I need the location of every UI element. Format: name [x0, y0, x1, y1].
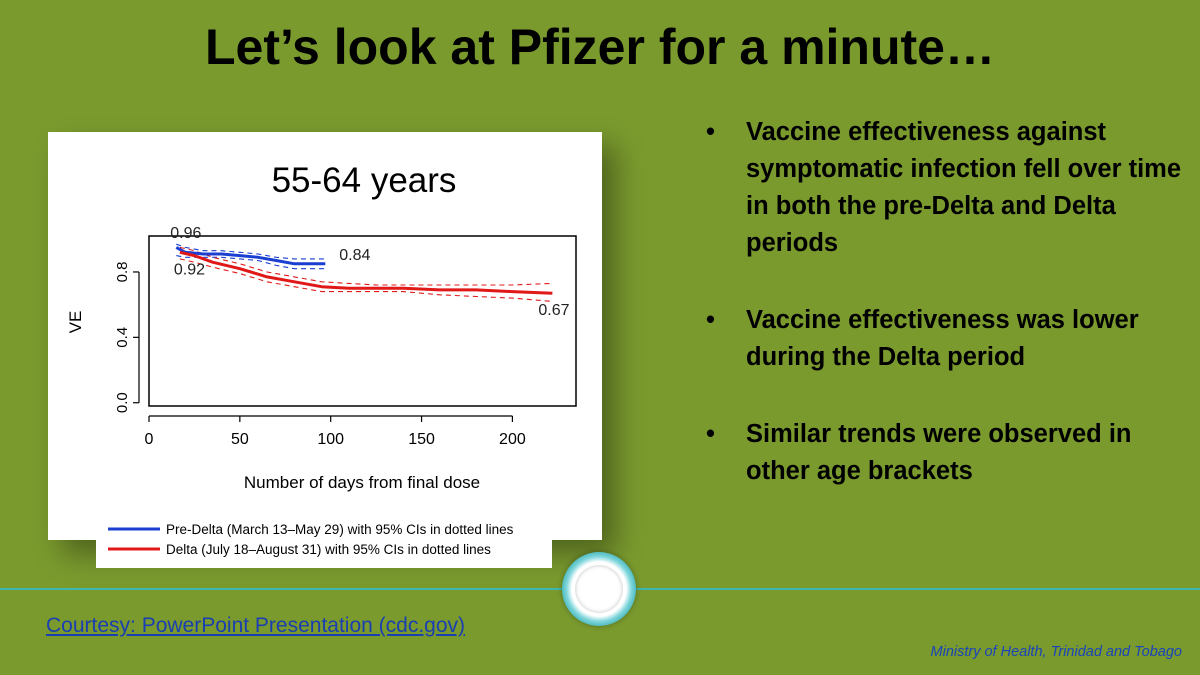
pre-delta-series-line: [175, 246, 326, 266]
bullet-list: Vaccine effectiveness against symptomati…: [706, 114, 1186, 530]
x-axis: 0 50 100 150 200: [145, 415, 526, 448]
y-tick-label: 0.0: [114, 392, 131, 413]
legend-label-pre-delta: Pre-Delta (March 13–May 29) with 95% CIs…: [166, 522, 514, 537]
y-axis: 0.0 0.4 0.8: [114, 262, 140, 413]
bullet-item-3: Similar trends were observed in other ag…: [706, 416, 1186, 490]
plot-frame: [148, 235, 577, 407]
legend-label-delta: Delta (July 18–August 31) with 95% CIs i…: [166, 542, 491, 557]
series-lines: [175, 246, 553, 295]
decorative-ring-center: [575, 565, 623, 613]
y-tick-label: 0.8: [114, 262, 131, 283]
courtesy-link[interactable]: Courtesy: PowerPoint Presentation (cdc.g…: [46, 614, 466, 637]
delta-series-line: [179, 250, 553, 295]
bullet-item-1: Vaccine effectiveness against symptomati…: [706, 114, 1186, 262]
delta-ci-high-line: [179, 246, 553, 286]
slide-title: Let’s look at Pfizer for a minute…: [205, 19, 995, 75]
y-tick-label: 0.4: [114, 327, 131, 348]
x-tick-label: 50: [231, 431, 249, 448]
x-tick-label: 150: [408, 431, 435, 448]
chart-title: 55-64 years: [272, 161, 457, 200]
decorative-ring-icon: [562, 552, 636, 626]
legend-svg: Pre-Delta (March 13–May 29) with 95% CIs…: [108, 522, 514, 557]
y-axis-label: VE: [66, 311, 85, 334]
x-tick-label: 0: [145, 431, 154, 448]
delta-ci-low-line: [179, 258, 553, 302]
value-annotation: 0.96: [170, 225, 201, 242]
pre-delta-ci-low-line: [176, 255, 326, 270]
chart-legend: Pre-Delta (March 13–May 29) with 95% CIs…: [96, 518, 552, 568]
value-annotations: 0.96 0.84 0.92 0.67: [170, 225, 569, 319]
confidence-interval-lines: [176, 243, 553, 302]
ministry-credit: Ministry of Health, Trinidad and Tobago: [930, 644, 1182, 660]
value-annotation: 0.92: [174, 261, 205, 278]
x-tick-label: 100: [317, 431, 344, 448]
pre-delta-ci-high-line: [176, 243, 326, 260]
bullet-item-2: Vaccine effectiveness was lower during t…: [706, 302, 1186, 376]
value-annotation: 0.67: [538, 302, 569, 319]
x-axis-label: Number of days from final dose: [244, 473, 480, 492]
value-annotation: 0.84: [339, 247, 370, 264]
x-tick-label: 200: [499, 431, 526, 448]
chart-card: 55-64 years 0.0 0.4 0.8 0 50 100 150 200 0.96 0…: [48, 132, 602, 540]
ve-line-chart: 55-64 years 0.00.40.8 0 50 100 150 200 0.960…: [66, 161, 577, 492]
